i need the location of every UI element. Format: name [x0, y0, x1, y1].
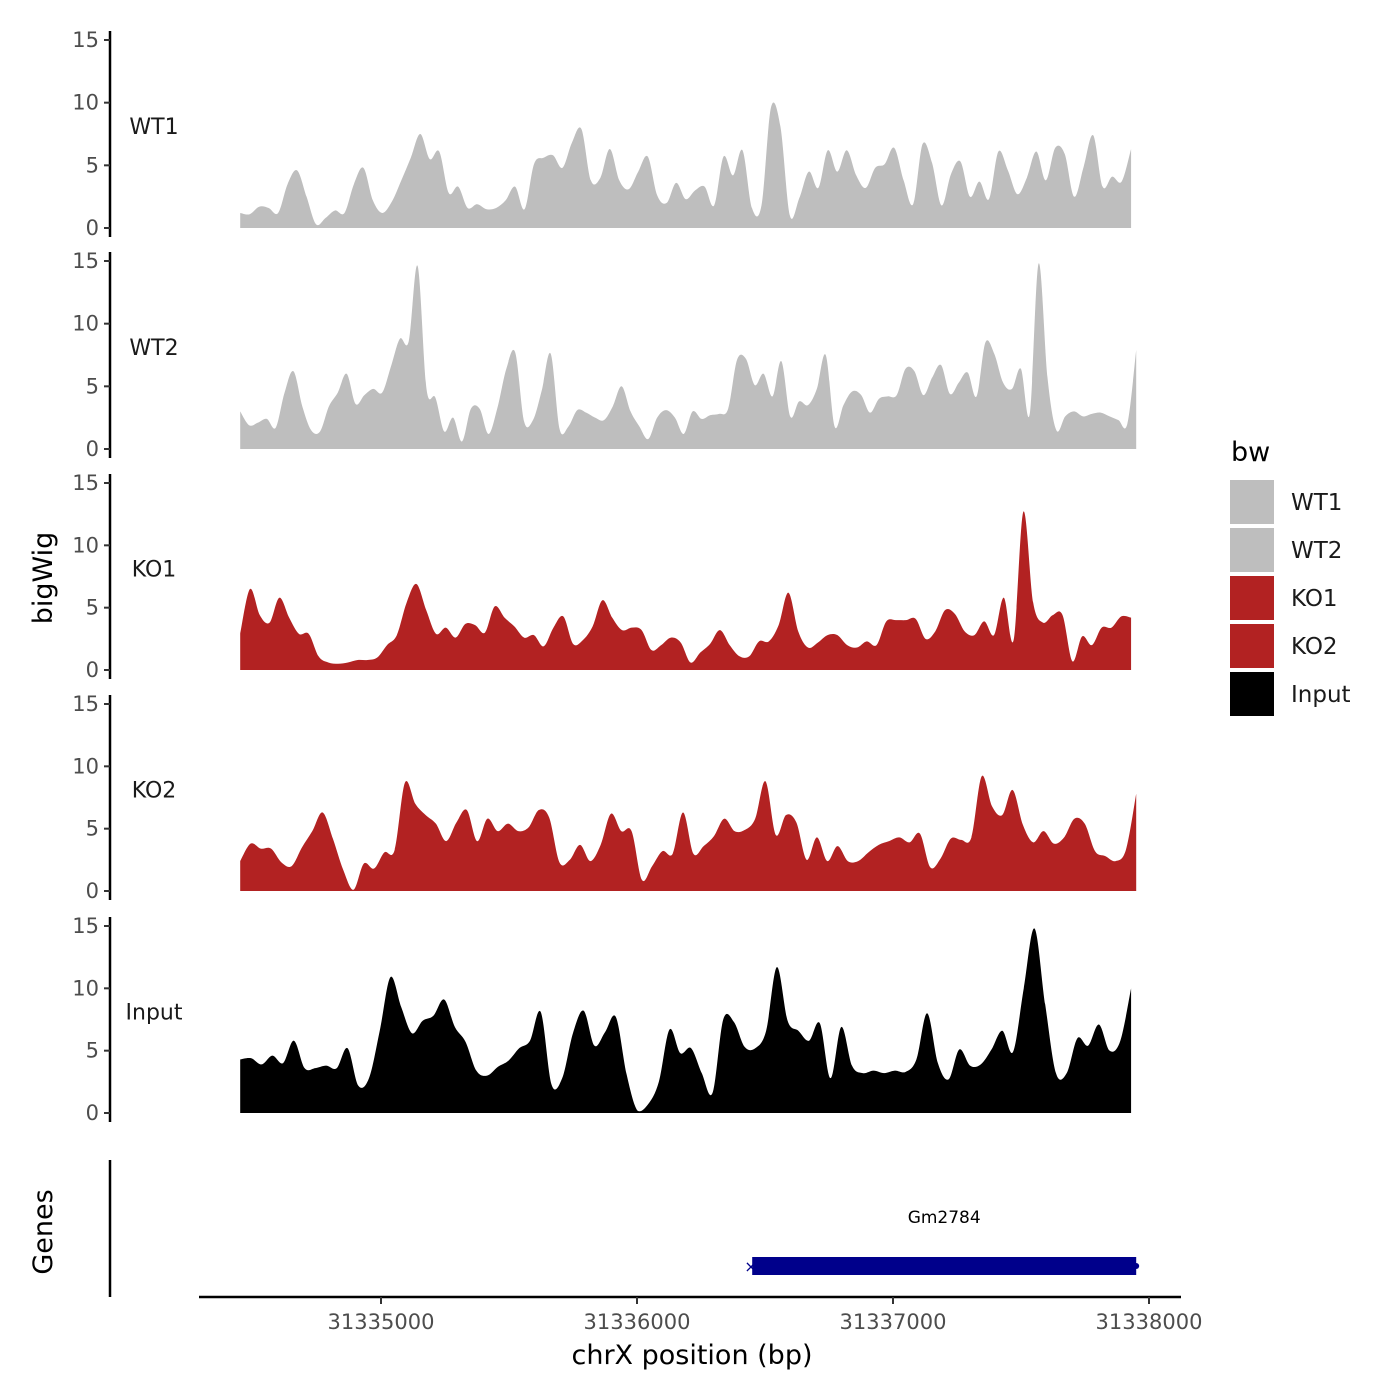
track-label: KO1 [132, 558, 177, 583]
legend-title: bw [1231, 437, 1270, 468]
legend-swatch [1230, 576, 1274, 620]
track-ko2: 0 5 10 15 KO2 [72, 692, 1137, 903]
x-tick-label: 31336000 [584, 1310, 691, 1334]
y-tick-label: 5 [86, 817, 99, 841]
legend-item-ko1: KO1 [1230, 576, 1338, 620]
y-tick-label: 5 [86, 1039, 99, 1063]
y-tick-label: 15 [72, 471, 99, 495]
y-tick-label: 0 [86, 437, 99, 461]
gene-body [752, 1257, 1137, 1275]
coverage-area-ko2 [240, 775, 1137, 891]
legend-swatch [1230, 624, 1274, 668]
track-wt2: 0 5 10 15 WT2 [72, 249, 1137, 461]
legend-label: KO1 [1291, 586, 1338, 612]
legend-item-wt2: WT2 [1230, 528, 1342, 572]
y-tick-label: 0 [86, 216, 99, 240]
legend-swatch [1230, 672, 1274, 716]
legend-item-wt1: WT1 [1230, 480, 1342, 524]
y-tick-label: 10 [72, 312, 99, 336]
y-tick-label: 0 [86, 1101, 99, 1125]
track-wt1: 0 5 10 15 WT1 [72, 28, 1132, 240]
gene-label: Gm2784 [908, 1208, 981, 1228]
y-tick-label: 10 [72, 754, 99, 778]
y-tick-label: 0 [86, 658, 99, 682]
legend-item-ko2: KO2 [1230, 624, 1338, 668]
y-tick-label: 15 [72, 692, 99, 716]
x-tick-label: 31335000 [328, 1310, 435, 1334]
legend-label: KO2 [1291, 634, 1338, 660]
coverage-area-ko1 [240, 511, 1132, 670]
legend: bw WT1 WT2 KO1 KO2 Input [1230, 437, 1351, 716]
y-tick-label: 15 [72, 28, 99, 52]
track-label: WT1 [129, 115, 178, 140]
y-tick-label: 15 [72, 914, 99, 938]
y-tick-label: 0 [86, 879, 99, 903]
legend-item-input: Input [1230, 672, 1351, 716]
y-tick-label: 10 [72, 533, 99, 557]
y-tick-label: 15 [72, 249, 99, 273]
coverage-area-wt2 [240, 263, 1137, 449]
track-label: KO2 [132, 779, 177, 804]
legend-swatch [1230, 528, 1274, 572]
legend-swatch [1230, 480, 1274, 524]
gene-track-title: Genes [28, 1189, 59, 1274]
track-label: WT2 [129, 336, 178, 361]
coverage-area-wt1 [240, 102, 1132, 228]
y-tick-label: 5 [86, 374, 99, 398]
y-tick-label: 5 [86, 596, 99, 620]
gene-gm2784: × Gm2784 [744, 1208, 1140, 1276]
legend-label: WT2 [1291, 538, 1342, 564]
y-axis-title: bigWig [28, 532, 59, 625]
y-tick-label: 10 [72, 91, 99, 115]
track-input: 0 5 10 15 Input [72, 914, 1132, 1125]
y-tick-label: 10 [72, 976, 99, 1000]
gene-track: × Gm2784 [108, 1160, 1140, 1297]
legend-label: Input [1291, 682, 1351, 708]
coverage-tracks: 0 5 10 15 WT1 0 5 10 15 WT2 0 5 10 15 KO1 0 5 10 15 KO2 0 5 10… [72, 28, 1137, 1125]
gene-start-marker: × [744, 1257, 757, 1276]
coverage-area-input [240, 928, 1132, 1113]
track-ko1: 0 5 10 15 KO1 [72, 471, 1132, 682]
x-tick-label: 31338000 [1096, 1310, 1203, 1334]
gene-end-marker [1133, 1263, 1140, 1269]
x-axis-title: chrX position (bp) [571, 1340, 812, 1371]
x-tick-label: 31337000 [840, 1310, 947, 1334]
x-axis: 31335000 31336000 31337000 31338000 [199, 1295, 1203, 1334]
track-label: Input [126, 1001, 183, 1026]
y-tick-label: 5 [86, 153, 99, 177]
legend-label: WT1 [1291, 490, 1342, 516]
